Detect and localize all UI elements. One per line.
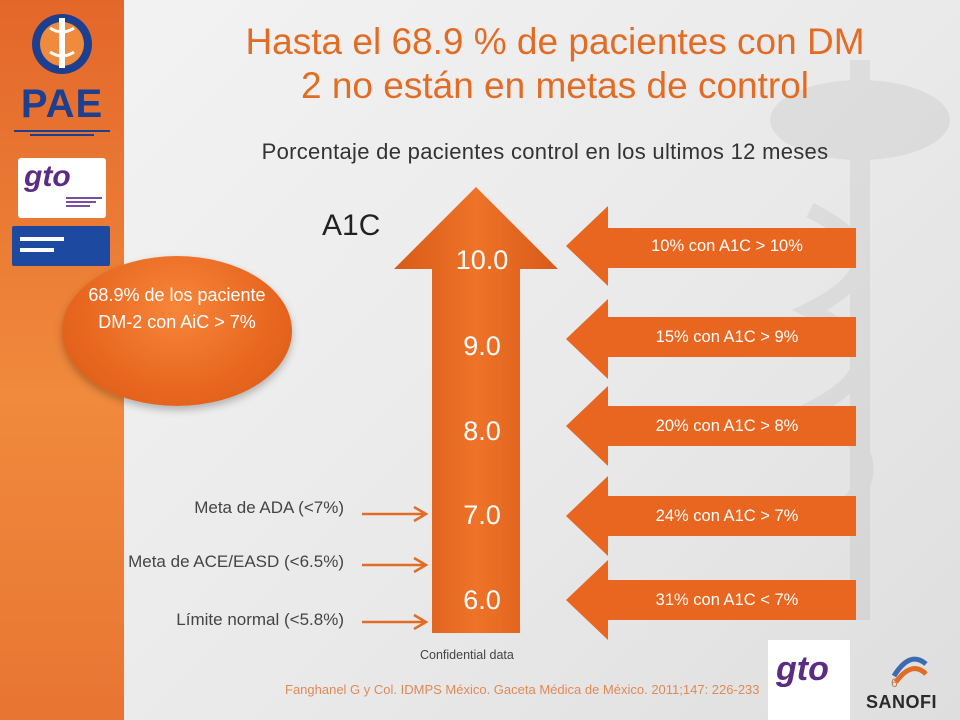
sanofi-wordmark: SANOFI (866, 692, 938, 712)
callout-shape-icon (566, 299, 856, 379)
title-line-1: Hasta el 68.9 % de pacientes con DM (245, 21, 865, 62)
caduceus-watermark-icon (770, 60, 950, 620)
callout-shape-icon (566, 386, 856, 466)
callout-shape-icon (566, 206, 856, 286)
callout-text: 15% con A1C > 9% (655, 328, 799, 346)
arrow-right-icon (362, 505, 429, 523)
gto-footer-logo: gto (768, 640, 850, 720)
confidential-note: Confidential data (420, 648, 514, 662)
sanofi-logo: SANOFI (858, 640, 960, 720)
scale-value: 8.0 (463, 416, 501, 446)
gto-tagline-icon (66, 197, 102, 207)
sidebar: PAE gto (0, 0, 124, 720)
slide-title: Hasta el 68.9 % de pacientes con DM 2 no… (160, 20, 950, 108)
callout-shape-icon (566, 560, 856, 640)
callout-a1c-gt-7: 24% con A1C > 7% (566, 474, 858, 558)
medical-emblem-icon (32, 14, 92, 74)
callout-text: 24% con A1C > 7% (655, 507, 799, 525)
callout-a1c-gt-8: 20% con A1C > 8% (566, 384, 858, 468)
citation: Fanghanel G y Col. IDMPS México. Gaceta … (285, 682, 760, 697)
scale-value: 10.0 (455, 245, 509, 275)
arrow-right-icon (362, 556, 429, 574)
a1c-scale-arrow (394, 187, 558, 633)
pae-tagline-icon (14, 130, 110, 136)
callout-a1c-gt-9: 15% con A1C > 9% (566, 297, 858, 381)
goal-ada-label: Meta de ADA (<7%) (194, 498, 344, 517)
slide-subtitle: Porcentaje de pacientes control en los u… (261, 139, 829, 164)
arrow-right-icon (362, 613, 429, 631)
goal-normal-limit-label: Límite normal (<5.8%) (176, 610, 344, 629)
summary-circle: 68.9% de los paciente DM-2 con AiC > 7% (62, 256, 292, 406)
gto-logo-card: gto (18, 158, 106, 218)
page-number: 6 (891, 676, 898, 690)
callout-text: 10% con A1C > 10% (651, 237, 803, 255)
pae-logo: PAE (20, 82, 104, 126)
callout-a1c-gt-10: 10% con A1C > 10% (566, 204, 858, 288)
callout-text: 20% con A1C > 8% (655, 417, 799, 435)
secretaria-salud-logo (12, 226, 110, 266)
sanofi-emblem-icon (891, 656, 928, 684)
callout-shape-icon (566, 476, 856, 556)
callout-a1c-lt-7: 31% con A1C < 7% (566, 558, 858, 642)
title-line-2: 2 no están en metas de control (300, 65, 810, 106)
scale-value: 9.0 (463, 331, 501, 361)
gto-logo: gto (776, 650, 829, 688)
a1c-axis-label: A1C (322, 209, 381, 242)
summary-circle-text: 68.9% de los paciente DM-2 con AiC > 7% (88, 285, 266, 332)
goal-ace-easd-label: Meta de ACE/EASD (<6.5%) (128, 552, 344, 571)
scale-value: 7.0 (463, 500, 501, 530)
scale-value: 6.0 (463, 585, 501, 615)
callout-text: 31% con A1C < 7% (655, 591, 799, 609)
gto-logo: gto (24, 160, 71, 193)
salud-text-icon (20, 237, 64, 252)
